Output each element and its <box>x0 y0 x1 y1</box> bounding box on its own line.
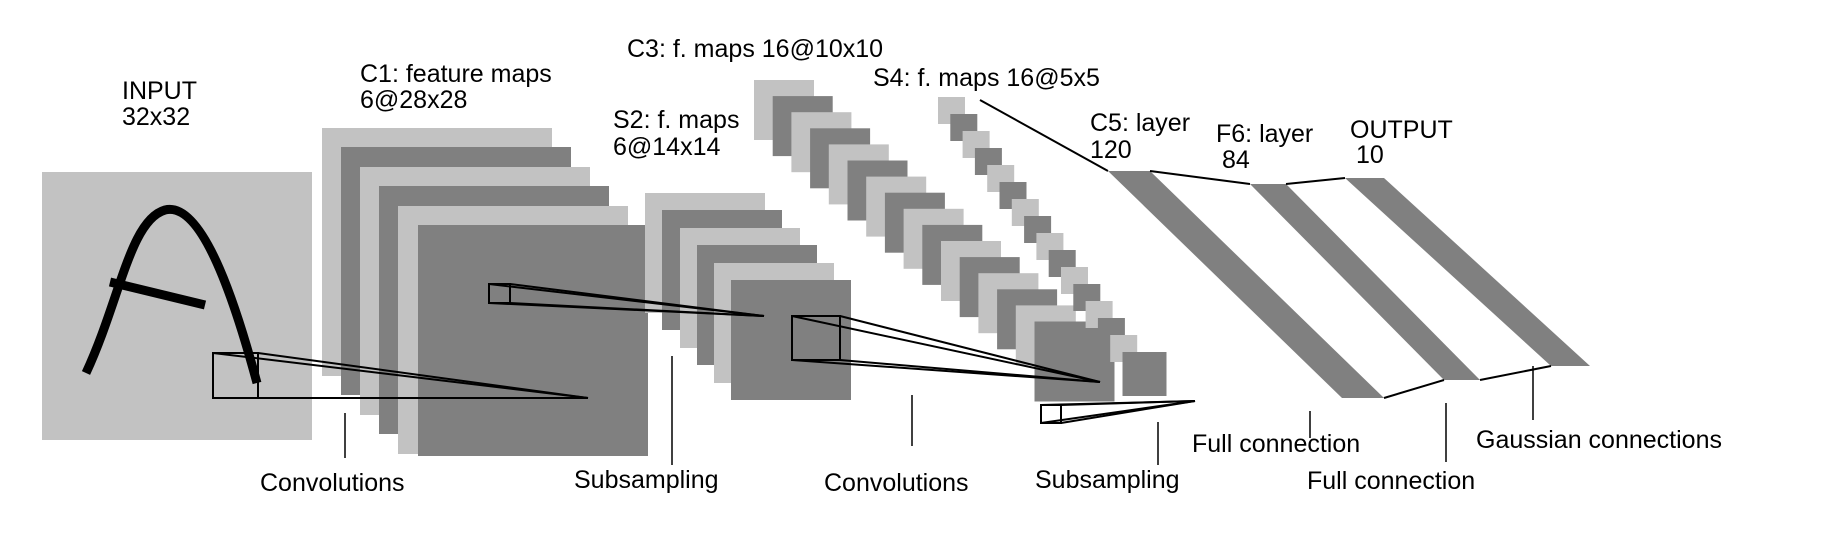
s2-size-label: 6@14x14 <box>613 133 720 161</box>
s2-feature-maps <box>645 193 851 400</box>
c1-map <box>418 225 648 456</box>
s2-receptive-field <box>791 315 841 361</box>
sub1-label: Subsampling <box>574 466 719 494</box>
c1-label: C1: feature maps <box>360 60 552 88</box>
c3-label: C3: f. maps 16@10x10 <box>627 35 883 63</box>
f6-size-label: 84 <box>1222 146 1250 174</box>
f6-label: F6: layer <box>1216 120 1313 148</box>
input-image <box>42 172 312 440</box>
c3-feature-maps <box>754 80 1115 402</box>
gaussian-connections-label: Gaussian connections <box>1476 426 1722 454</box>
operation-ticks <box>344 356 1534 465</box>
s2-label: S2: f. maps <box>613 106 739 134</box>
c5-layer-bar <box>1108 171 1384 398</box>
c1-size-label: 6@28x28 <box>360 86 467 114</box>
f6-layer-bar <box>1250 184 1480 380</box>
input-size-label: 32x32 <box>122 103 190 131</box>
s4-label: S4: f. maps 16@5x5 <box>873 64 1100 92</box>
c1-feature-maps <box>322 128 648 456</box>
output-layer-bar <box>1345 178 1590 366</box>
sub2-label: Subsampling <box>1035 466 1180 494</box>
s4-feature-maps <box>938 97 1167 396</box>
conv2-projection-lines <box>791 315 1101 383</box>
c5-size-label: 120 <box>1090 136 1132 164</box>
handwritten-a-glyph <box>81 205 262 385</box>
input-label: INPUT <box>122 77 197 105</box>
conv2-label: Convolutions <box>824 469 969 497</box>
c5-label: C5: layer <box>1090 109 1190 137</box>
sub2-projection-lines <box>1040 400 1196 424</box>
s4-to-c5-line <box>979 99 1109 172</box>
output-size-label: 10 <box>1356 141 1384 169</box>
conv1-projection-lines <box>212 352 589 399</box>
full-connection-1-label: Full connection <box>1192 430 1360 458</box>
conv1-label: Convolutions <box>260 469 405 497</box>
s4-map <box>1122 352 1167 396</box>
full-connection-lines <box>1149 170 1552 399</box>
full-connection-2-label: Full connection <box>1307 467 1475 495</box>
sub1-projection-lines <box>488 283 765 317</box>
output-label: OUTPUT <box>1350 116 1453 144</box>
